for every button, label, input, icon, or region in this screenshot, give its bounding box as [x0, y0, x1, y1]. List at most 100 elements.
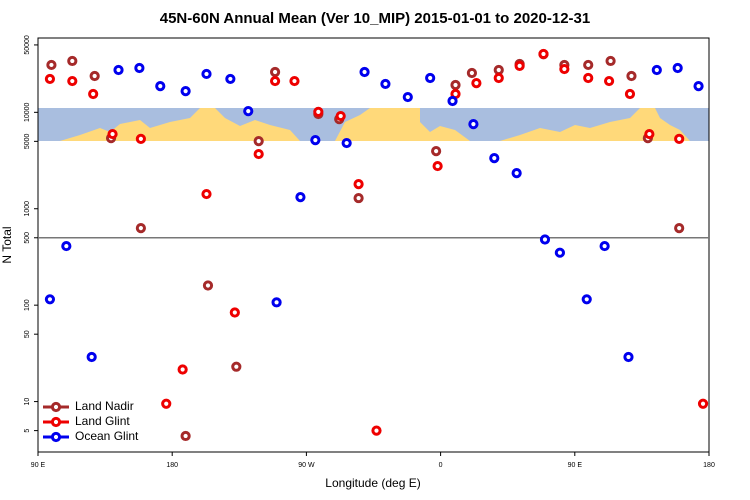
y-tick-label: 10000 [24, 102, 31, 122]
point [583, 59, 594, 71]
y-tick-label: 10 [24, 398, 31, 406]
point [44, 73, 56, 85]
point [511, 168, 522, 179]
point [231, 361, 242, 372]
x-tick-label: 0 [439, 462, 443, 469]
point [289, 75, 300, 87]
point [583, 72, 594, 84]
point [674, 133, 685, 145]
point [514, 60, 525, 72]
point [624, 88, 636, 100]
point [466, 67, 478, 79]
y-tick-label: 1000 [24, 201, 31, 217]
legend-marker [50, 416, 62, 428]
map-strip [38, 108, 709, 141]
y-tick-label: 100 [24, 299, 31, 311]
point [468, 118, 479, 130]
point [135, 133, 146, 145]
y-tick-label: 5000 [24, 133, 31, 149]
point [313, 106, 324, 118]
point [380, 78, 391, 90]
point [135, 222, 146, 234]
point [697, 398, 709, 409]
point [44, 294, 56, 305]
point [271, 297, 282, 308]
point [693, 81, 704, 92]
x-tick-label: 90 E [31, 462, 46, 469]
point [86, 351, 97, 363]
plot-frame [37, 37, 710, 453]
point [155, 81, 166, 92]
point [674, 222, 685, 234]
point [605, 55, 616, 67]
point [269, 75, 281, 87]
point [431, 146, 442, 157]
x-tick-label: 180 [166, 462, 178, 469]
point [225, 73, 236, 85]
point [402, 91, 413, 103]
map-land [655, 108, 709, 141]
point [269, 66, 281, 78]
point [88, 88, 99, 100]
point [107, 128, 118, 140]
point [672, 62, 683, 74]
chart-title: 45N-60N Annual Mean (Ver 10_MIP) 2015-01… [160, 10, 590, 27]
x-axis-label: Longitude (deg E) [325, 476, 420, 490]
point [295, 192, 306, 203]
point [201, 68, 212, 80]
point [599, 240, 610, 252]
point [493, 64, 504, 76]
point [450, 79, 461, 91]
point [538, 48, 549, 60]
point [243, 105, 254, 117]
y-tick-label: 50000 [24, 35, 31, 55]
point [335, 110, 346, 122]
point [359, 66, 370, 78]
x-tick-label: 180 [703, 462, 715, 469]
point [253, 148, 264, 160]
point [626, 70, 637, 82]
point [471, 77, 482, 89]
legend-label: Ocean Glint [75, 429, 139, 443]
point [89, 70, 100, 82]
legend-marker [50, 431, 62, 443]
point [134, 62, 145, 74]
point [353, 179, 364, 190]
point [113, 64, 124, 76]
point [554, 247, 565, 258]
point [432, 160, 443, 172]
point [489, 153, 500, 164]
y-tick-label: 50 [24, 330, 31, 338]
point [371, 425, 382, 436]
x-tick-label: 90 W [298, 462, 315, 469]
legend-marker [50, 401, 62, 413]
point [493, 72, 504, 84]
point [67, 55, 78, 67]
point [310, 135, 321, 146]
y-tick-label: 500 [24, 232, 31, 244]
map-land [215, 108, 370, 141]
point [581, 294, 592, 305]
point [353, 192, 364, 204]
point [161, 398, 172, 409]
y-tick-label: 5 [24, 429, 31, 433]
point [447, 95, 458, 107]
point [177, 364, 188, 375]
point [425, 72, 436, 84]
point [180, 430, 191, 442]
point [253, 135, 264, 147]
point [603, 75, 615, 87]
point [644, 128, 655, 140]
map-land [38, 108, 200, 141]
point [180, 86, 191, 97]
y-axis-label: N Total [0, 226, 14, 263]
x-tick-label: 90 E [568, 462, 583, 469]
point [623, 351, 634, 363]
legend-label: Land Nadir [75, 399, 134, 413]
point [67, 75, 78, 87]
point [539, 234, 551, 245]
point [229, 307, 240, 318]
point [341, 137, 352, 149]
